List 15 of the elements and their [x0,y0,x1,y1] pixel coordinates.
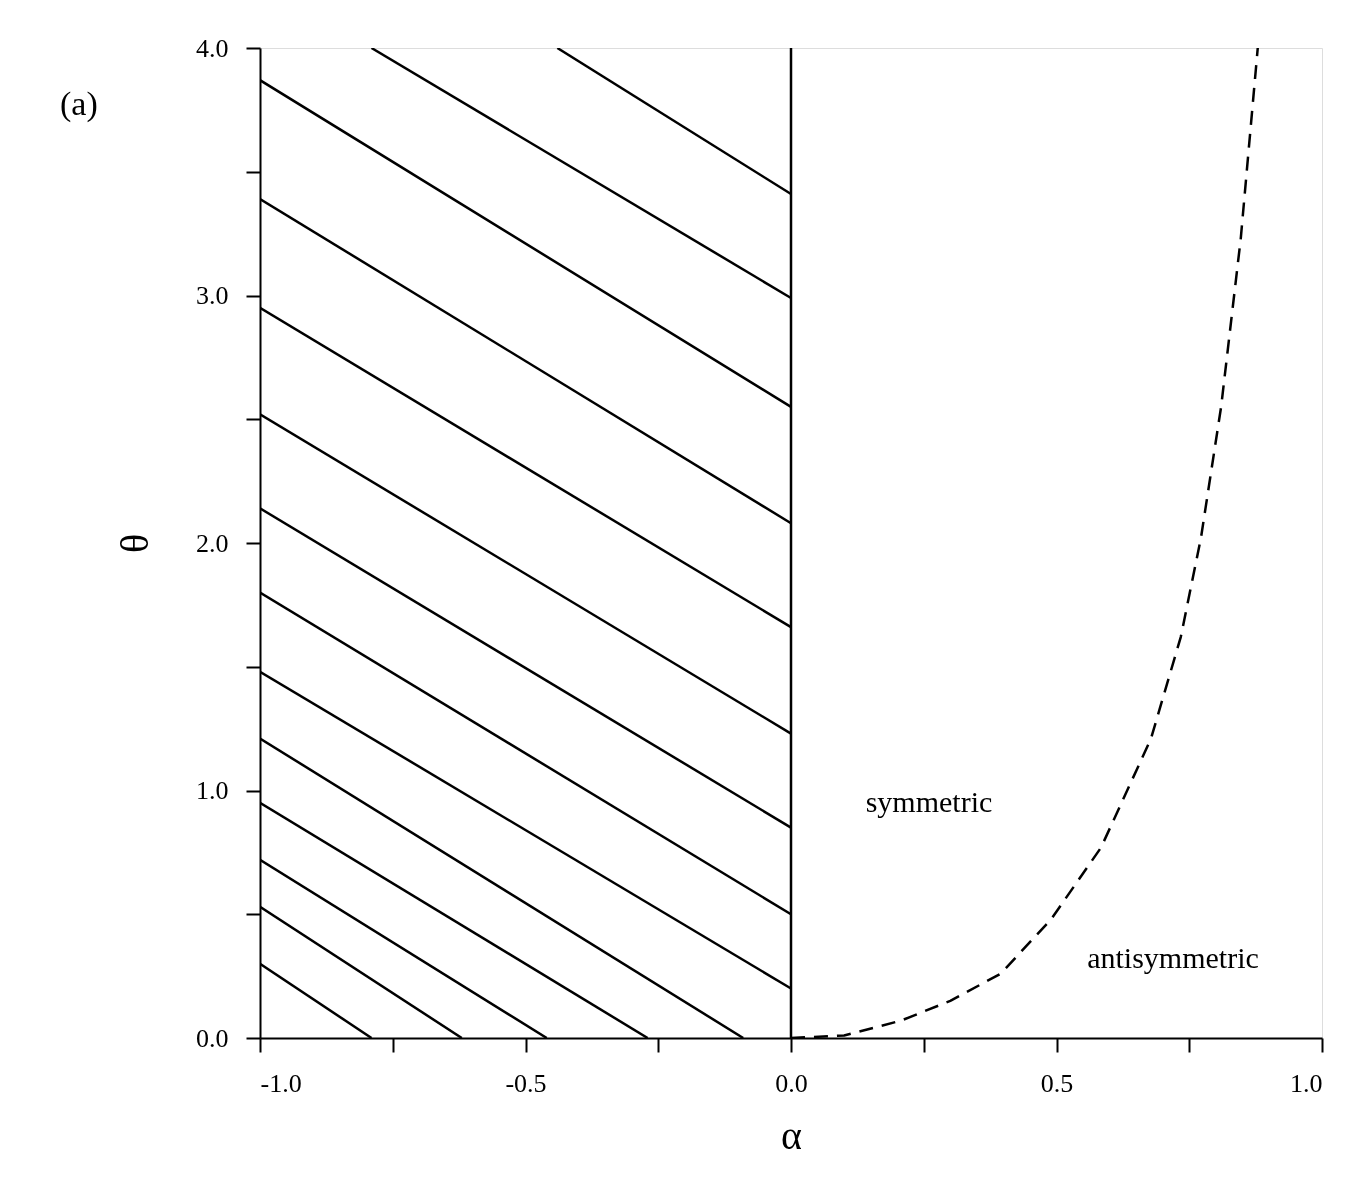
x-axis-title: α [781,1112,803,1158]
x-tick-label: 0.5 [1040,1068,1074,1098]
text: (a) [60,85,98,123]
y-tick-label: 1.0 [196,776,229,805]
x-tick-label: 1.0 [1290,1068,1323,1098]
y-tick-label: 2.0 [196,528,229,558]
annotation: symmetric [865,785,993,818]
annotation: antisymmetric [1087,941,1259,974]
x-tick-label: -1.0 [260,1068,302,1098]
x-tick-label: 0.0 [775,1068,808,1098]
y-tick-label: 0.0 [196,1023,229,1053]
y-axis-title: θ [112,533,157,554]
y-tick-label: 4.0 [196,33,229,63]
y-tick-label: 3.0 [196,281,229,310]
x-tick-label: -0.5 [505,1068,547,1098]
